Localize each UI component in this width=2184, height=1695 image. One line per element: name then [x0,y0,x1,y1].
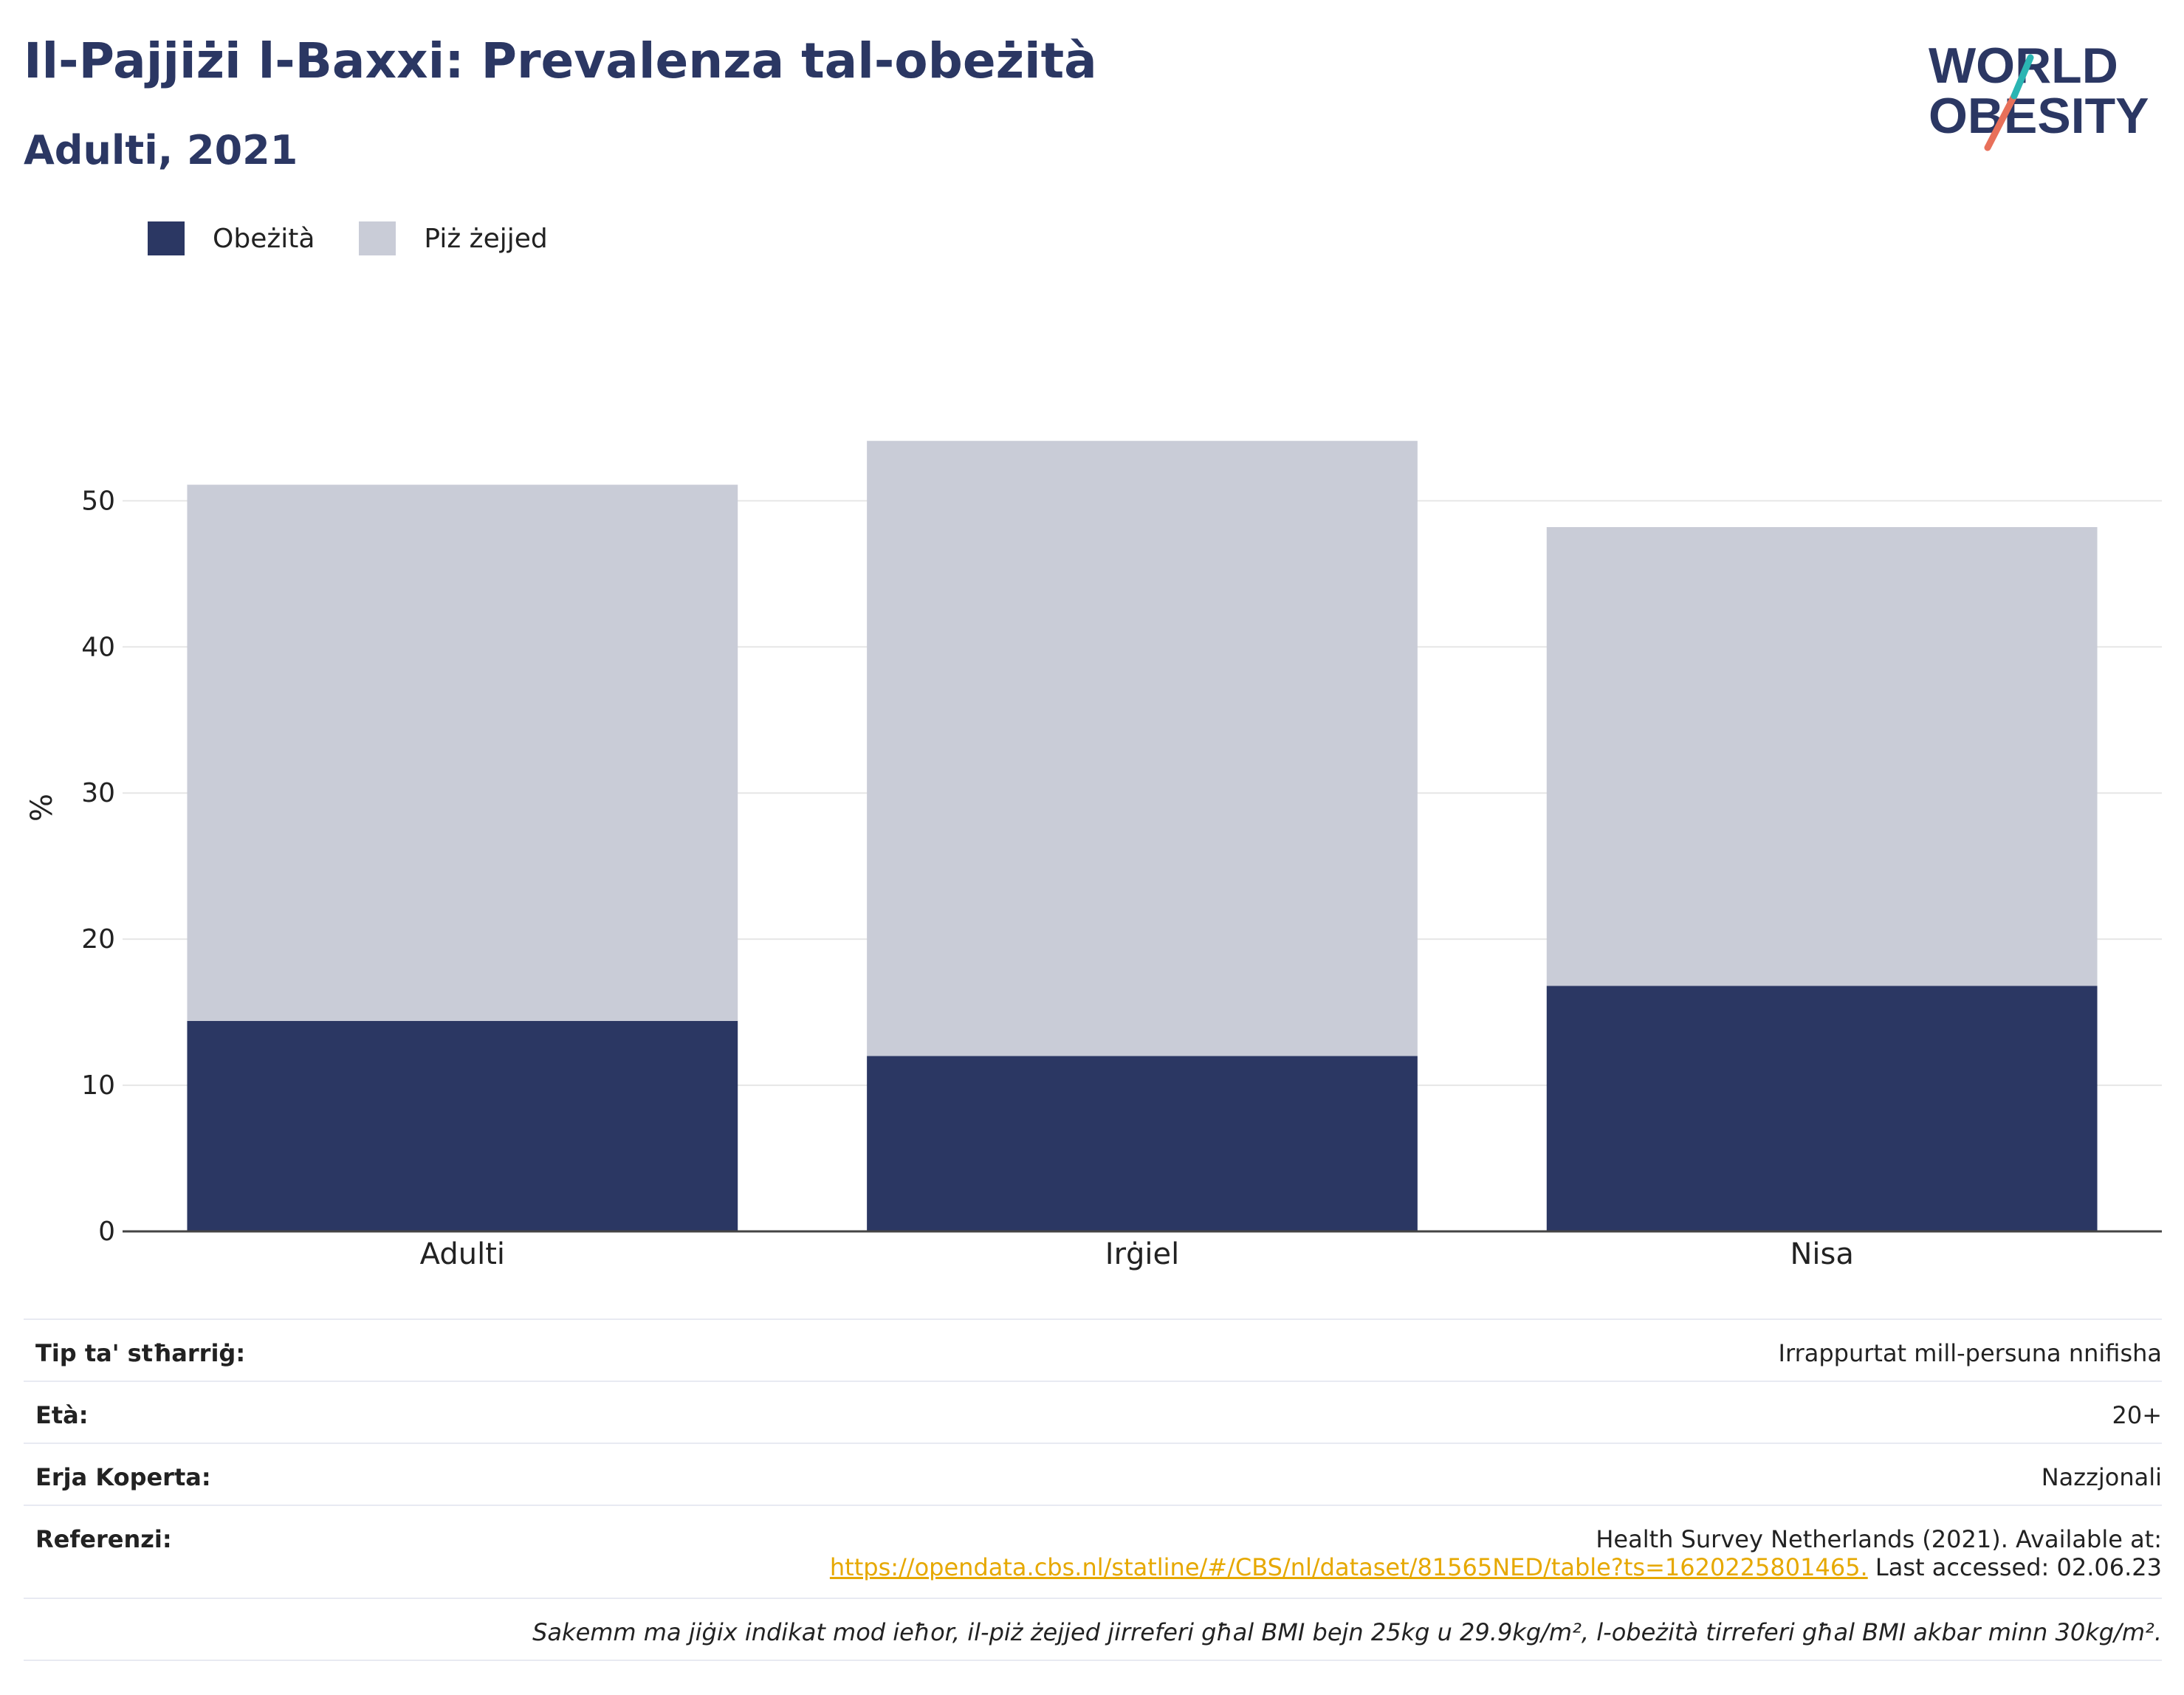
info-row-age: Età: 20+ [24,1381,2162,1443]
info-key: Referenzi: [35,1525,172,1553]
legend-item-overweight[interactable]: Piż żejjed [359,221,548,255]
y-tick-label: 20 [81,924,115,955]
chart-legend: Obeżità Piż żejjed [148,221,592,255]
page-title: Il-Pajjiżi l-Baxxi: Prevalenza tal-obeżi… [24,32,1097,89]
y-tick-label: 10 [81,1070,115,1101]
bar-obesity [187,1020,738,1231]
legend-swatch-obesity [148,221,185,255]
reference-accessed: Last accessed: 02.06.23 [1867,1553,2162,1581]
info-table: Tip ta' stħarriġ: Irrappurtat mill-persu… [24,1318,2162,1661]
info-key: Tip ta' stħarriġ: [35,1339,246,1367]
x-tick-label: Nisa [1790,1237,1853,1271]
info-value: Nazzjonali [2041,1463,2162,1491]
y-tick-label: 50 [81,486,115,516]
info-value: Irrappurtat mill-persuna nnifisha [1778,1339,2162,1367]
logo-slash-coral [1984,92,2018,151]
legend-item-obesity[interactable]: Obeżità [148,221,315,255]
bar-obesity [867,1056,1418,1231]
y-tick-label: 30 [81,778,115,808]
bar-overweight [1546,526,2098,986]
bar-overweight [867,441,1418,1056]
y-tick-label: 0 [98,1217,115,1247]
reference-text: Health Survey Netherlands (2021). Availa… [830,1525,2162,1598]
legend-label-overweight: Piż żejjed [424,223,548,254]
logo-text-world: WORLD [1929,38,2118,94]
logo-text-obesity: OBESITY [1929,88,2149,144]
reference-source: Health Survey Netherlands (2021). Availa… [1596,1525,2162,1553]
legend-swatch-overweight [359,221,396,255]
x-tick-label: Irġiel [1105,1237,1179,1271]
info-key: Erja Koperta: [35,1463,211,1491]
bar-obesity [1546,986,2098,1231]
bar-chart: 0 10 20 30 40 50% Adulti Irġiel Nisa [25,441,2162,1271]
info-value: 20+ [2112,1401,2162,1429]
x-tick-label: Adulti [420,1237,505,1271]
logo-slash-teal [2010,54,2034,100]
reference-link[interactable]: https://opendata.cbs.nl/statline/#/CBS/n… [829,1553,1868,1581]
info-row-references: Referenzi: Health Survey Netherlands (20… [24,1505,2162,1598]
definition-note: Sakemm ma jiġix indikat mod ieħor, il-pi… [24,1598,2162,1661]
page-subtitle: Adulti, 2021 [24,127,298,173]
note-text: Sakemm ma jiġix indikat mod ieħor, il-pi… [532,1618,2162,1646]
world-obesity-logo: WORLD OBESITY [1929,38,2149,151]
y-axis-label: % [25,794,59,822]
y-tick-label: 40 [81,632,115,662]
bar-overweight [187,484,738,1021]
info-key: Età: [35,1401,89,1429]
info-row-survey-type: Tip ta' stħarriġ: Irrappurtat mill-persu… [24,1318,2162,1381]
info-row-area: Erja Koperta: Nazzjonali [24,1443,2162,1505]
legend-label-obesity: Obeżità [213,223,315,254]
